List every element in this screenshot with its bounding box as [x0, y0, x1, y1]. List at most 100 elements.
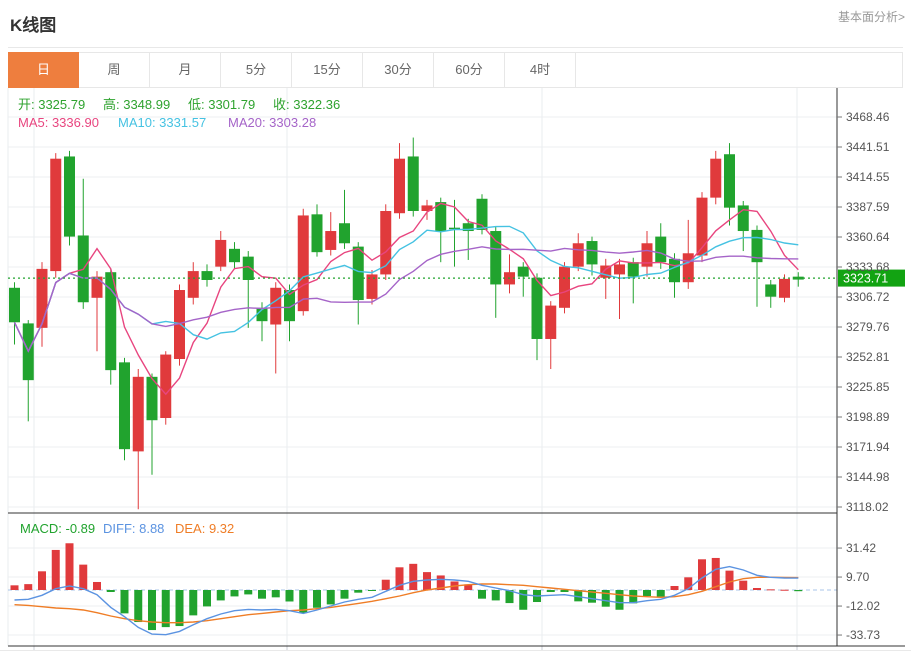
ohlc-legend-item: 高: 3348.99 — [103, 97, 170, 112]
tab-60min[interactable]: 60分 — [434, 53, 505, 87]
diff-line — [14, 565, 799, 636]
main-y-label: 3225.85 — [846, 380, 890, 394]
current-price-value: 3323.71 — [843, 272, 888, 286]
ma-legend-item: MA5: 3336.90 — [18, 115, 99, 130]
macd-bar — [546, 590, 555, 593]
tab-day[interactable]: 日 — [8, 52, 79, 88]
candle — [366, 274, 378, 299]
header-divider — [8, 47, 903, 48]
macd-bar — [354, 590, 363, 593]
candle — [586, 241, 598, 265]
macd-bar — [299, 590, 308, 614]
candle — [284, 290, 295, 322]
candle — [132, 376, 144, 452]
macd-y-label: -12.02 — [846, 599, 880, 613]
macd-bar — [148, 590, 156, 631]
macd-bar — [464, 584, 473, 590]
candle — [380, 210, 392, 275]
main-y-label: 3171.94 — [846, 440, 890, 454]
ohlc-legend-item: 开: 3325.79 — [18, 97, 85, 112]
candle — [119, 362, 130, 450]
macd-bar — [313, 590, 321, 608]
macd-y-label: -33.73 — [846, 628, 880, 642]
macd-bar — [368, 590, 376, 591]
macd-bar — [519, 590, 528, 610]
candle — [91, 276, 103, 298]
macd-bar — [93, 581, 101, 590]
current-price-tag: 3323.71 — [838, 269, 905, 287]
page-bottom-divider — [0, 650, 911, 651]
macd-bar — [505, 590, 514, 604]
macd-bar — [698, 559, 706, 590]
candle — [572, 243, 584, 267]
tab-4hour[interactable]: 4时 — [505, 53, 576, 87]
macd-y-label: 9.70 — [846, 570, 870, 584]
ma-legend-item: MA10: 3331.57 — [118, 115, 206, 130]
macd-bar — [340, 590, 349, 599]
fundamental-analysis-link[interactable]: 基本面分析> — [837, 10, 905, 24]
candle — [105, 272, 117, 371]
macd-bar — [643, 590, 651, 597]
candle — [9, 287, 20, 323]
candle — [517, 266, 529, 277]
macd-bar — [79, 564, 88, 590]
candle — [421, 205, 433, 211]
tab-30min[interactable]: 30分 — [363, 53, 434, 87]
macd-bar — [10, 585, 19, 590]
macd-bar — [244, 590, 253, 595]
macd-bar — [38, 571, 46, 590]
candle — [669, 258, 680, 283]
main-y-label: 3279.76 — [846, 320, 890, 334]
candle — [710, 158, 722, 198]
macd-bar — [436, 575, 445, 590]
candle — [600, 265, 612, 278]
y-axis-labels: 3468.46 3441.51 3414.55 3387.59 3360.64 3333.… — [837, 110, 890, 642]
candle — [724, 154, 735, 208]
macd-bar — [601, 590, 610, 607]
candle — [201, 271, 213, 280]
tab-week[interactable]: 周 — [79, 53, 150, 87]
candle — [270, 287, 282, 325]
candle — [462, 223, 474, 232]
candle — [737, 205, 749, 232]
macd-bar — [711, 557, 720, 590]
period-tab-bar: 日周月 5分 15分 30分 60分 4时 — [8, 52, 903, 88]
macd-legend-item: DEA: 9.32 — [175, 521, 234, 536]
ma-legend-item: MA20: 3303.28 — [228, 115, 316, 130]
macd-bar — [120, 590, 129, 614]
macd-bar — [670, 585, 679, 590]
candle — [407, 156, 419, 211]
macd-bar — [409, 563, 418, 590]
main-y-label: 3198.89 — [846, 410, 890, 424]
main-y-label: 3387.59 — [846, 200, 890, 214]
tab-month[interactable]: 月 — [150, 53, 221, 87]
macd-bar — [326, 590, 335, 605]
ma5-line — [13, 202, 799, 396]
ohlc-legend: 开: 3325.79 高: 3348.99 低: 3301.79 收: 3322.36 — [18, 97, 340, 112]
candle — [476, 198, 488, 230]
axes — [8, 88, 905, 647]
candle — [779, 278, 790, 298]
candle — [229, 248, 240, 263]
candle — [174, 290, 185, 360]
candle — [242, 256, 254, 280]
macd-bar — [258, 590, 266, 599]
main-y-label: 3306.72 — [846, 290, 890, 304]
macd-bar — [588, 590, 596, 603]
macd-bar — [271, 590, 280, 598]
macd-bar — [794, 590, 803, 592]
candle — [559, 266, 570, 308]
macd-bar — [574, 590, 583, 602]
ma10-line — [13, 225, 799, 353]
svg-text:开: 3325.79高: 3348.99低: 3301.79: 开: 3325.79 高: 3348.99 低: 3301.79 收: 3322.36 — [18, 97, 340, 112]
ohlc-legend-item: 低: 3301.79 — [188, 97, 255, 112]
tab-15min[interactable]: 15分 — [292, 53, 363, 87]
macd-legend-item: MACD: -0.89 — [20, 521, 95, 536]
candle — [751, 229, 763, 263]
candles-layer — [9, 137, 804, 510]
tab-5min[interactable]: 5分 — [221, 53, 292, 87]
macd-bar — [106, 590, 115, 593]
candle — [449, 227, 460, 230]
